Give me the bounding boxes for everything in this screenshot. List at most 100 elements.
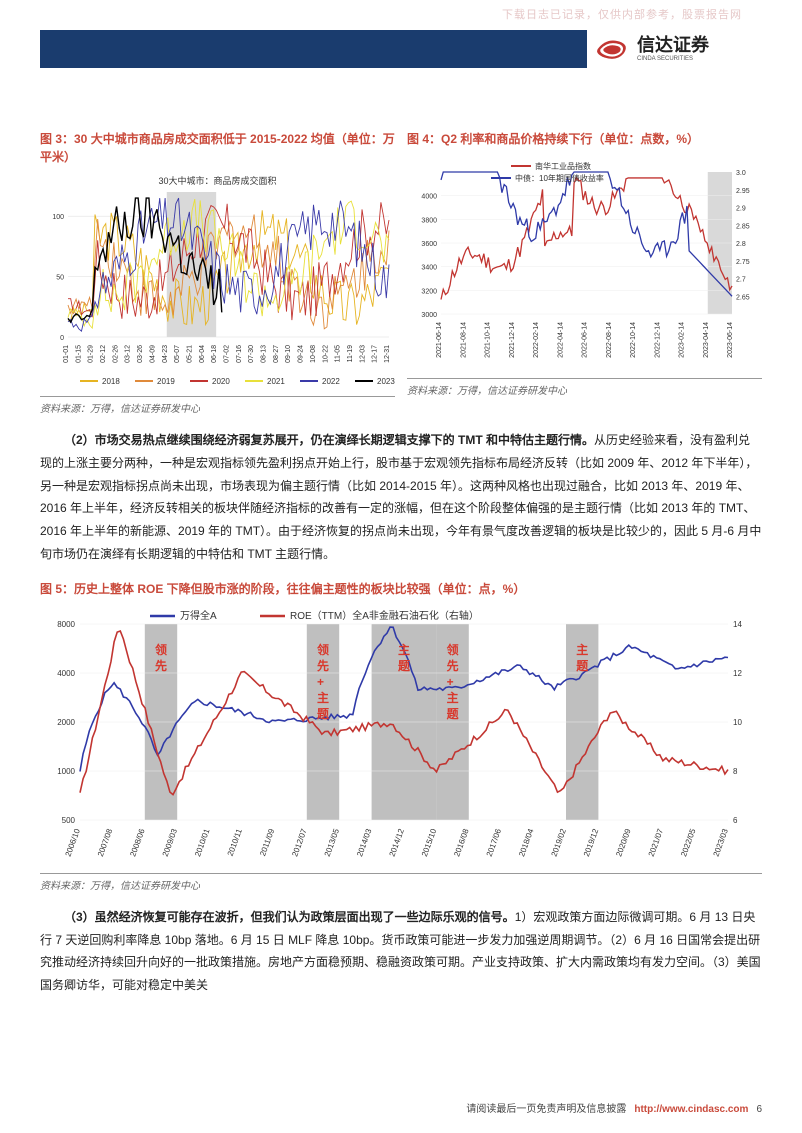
svg-text:2.65: 2.65 (736, 294, 750, 301)
svg-text:12-03: 12-03 (359, 345, 366, 363)
svg-text:10-08: 10-08 (310, 345, 317, 363)
brand-logo: 信达证券 CINDA SECURITIES (587, 30, 762, 68)
svg-text:2022-06-14: 2022-06-14 (582, 322, 589, 358)
chart-3: 图 3：30 大中城市商品房成交面积低于 2015-2022 均值（单位：万平米… (40, 130, 395, 415)
svg-text:01-15: 01-15 (75, 345, 82, 363)
svg-text:12: 12 (733, 669, 742, 678)
svg-text:02-12: 02-12 (100, 345, 107, 363)
svg-text:2022-12-14: 2022-12-14 (654, 322, 661, 358)
svg-text:先: 先 (155, 658, 167, 673)
watermark: 下载日志已记录，仅供内部参考，股票报告网 (502, 6, 742, 22)
chart-5-title: 图 5：历史上整体 ROE 下降但股市涨的阶段，往往偏主题性的板块比较强（单位：… (40, 580, 762, 598)
svg-text:题: 题 (398, 659, 411, 673)
svg-text:2018: 2018 (102, 377, 120, 386)
svg-text:2013/05: 2013/05 (323, 827, 342, 858)
svg-text:2023/03: 2023/03 (712, 827, 731, 858)
svg-text:2008/06: 2008/06 (128, 827, 147, 858)
svg-text:2023-04-14: 2023-04-14 (703, 322, 710, 358)
svg-text:08-27: 08-27 (273, 345, 280, 363)
svg-text:2.7: 2.7 (736, 277, 746, 284)
svg-text:2000: 2000 (57, 718, 75, 727)
svg-text:主: 主 (398, 642, 410, 657)
svg-text:2023-06-14: 2023-06-14 (727, 322, 734, 358)
svg-text:6: 6 (733, 816, 738, 825)
svg-text:03-12: 03-12 (125, 345, 132, 363)
header-bar: 信达证券 CINDA SECURITIES (40, 30, 762, 68)
svg-text:2021-10-14: 2021-10-14 (485, 322, 492, 358)
svg-text:2.95: 2.95 (736, 188, 750, 195)
brand-cn: 信达证券 (637, 36, 709, 54)
svg-text:2022/05: 2022/05 (679, 827, 698, 858)
chart-3-source: 资料来源：万得，信达证券研发中心 (40, 396, 395, 415)
svg-text:14: 14 (733, 620, 742, 629)
para-3-lead: （3）虽然经济恢复可能存在波折，但我们认为政策层面出现了一些边际乐观的信号。 (64, 910, 515, 924)
svg-text:2014/12: 2014/12 (388, 827, 407, 858)
footer-page: 6 (756, 1104, 762, 1115)
svg-text:2.85: 2.85 (736, 223, 750, 230)
svg-text:07-16: 07-16 (236, 345, 243, 363)
svg-text:3400: 3400 (421, 265, 437, 272)
swirl-icon (593, 34, 631, 64)
svg-text:2022: 2022 (322, 377, 340, 386)
svg-text:2021-12-14: 2021-12-14 (509, 322, 516, 358)
svg-text:05-21: 05-21 (186, 345, 193, 363)
svg-text:题: 题 (447, 707, 460, 721)
svg-text:06-04: 06-04 (199, 345, 206, 363)
svg-text:02-26: 02-26 (112, 345, 119, 363)
svg-text:2021-08-14: 2021-08-14 (460, 322, 467, 358)
svg-text:01-29: 01-29 (88, 345, 95, 363)
svg-text:先: 先 (447, 658, 459, 673)
svg-text:2022-08-14: 2022-08-14 (606, 322, 613, 358)
svg-text:2.75: 2.75 (736, 259, 750, 266)
svg-text:0: 0 (60, 335, 64, 342)
svg-text:12-31: 12-31 (384, 345, 391, 363)
svg-text:3600: 3600 (421, 241, 437, 248)
svg-text:10-22: 10-22 (322, 345, 329, 363)
para-2-body: 从历史经验来看，没有盈利兑现的上涨主要分两种，一种是宏观指标领先盈利拐点开始上行… (40, 433, 761, 561)
paragraph-2: （2）市场交易热点继续围绕经济弱复苏展开，仍在演绎长期逻辑支撑下的 TMT 和中… (40, 429, 762, 566)
svg-text:2012/07: 2012/07 (290, 827, 309, 858)
svg-text:2020/09: 2020/09 (614, 827, 633, 858)
paragraph-3: （3）虽然经济恢复可能存在波折，但我们认为政策层面出现了一些边际乐观的信号。1）… (40, 906, 762, 997)
svg-text:2011/09: 2011/09 (258, 827, 276, 857)
svg-text:2021/07: 2021/07 (647, 827, 666, 858)
svg-text:2017/06: 2017/06 (485, 827, 504, 858)
svg-text:主: 主 (447, 690, 459, 705)
chart-4-source: 资料来源：万得，信达证券研发中心 (407, 378, 762, 397)
brand-en: CINDA SECURITIES (637, 56, 709, 62)
svg-text:主: 主 (576, 642, 588, 657)
svg-text:2015/10: 2015/10 (420, 827, 439, 858)
footer-url: http://www.cindasc.com (634, 1104, 748, 1115)
svg-text:12-17: 12-17 (372, 345, 379, 363)
svg-text:500: 500 (62, 816, 76, 825)
svg-text:8: 8 (733, 767, 738, 776)
svg-text:04-09: 04-09 (149, 345, 156, 363)
footer: 请阅读最后一页免责声明及信息披露 http://www.cindasc.com … (40, 1100, 762, 1115)
svg-text:2021: 2021 (267, 377, 285, 386)
svg-text:ROE（TTM）全A非金融石油石化（右轴）: ROE（TTM）全A非金融石油石化（右轴） (290, 609, 479, 622)
svg-text:04-23: 04-23 (162, 345, 169, 363)
svg-text:2010/01: 2010/01 (193, 827, 212, 858)
svg-text:2019: 2019 (157, 377, 175, 386)
svg-text:领: 领 (155, 642, 167, 657)
chart-5-plot: 5001000200040008000681012142006/102007/0… (40, 604, 762, 864)
svg-text:万得全A: 万得全A (180, 609, 217, 622)
svg-text:100: 100 (52, 214, 64, 221)
svg-text:1000: 1000 (57, 767, 75, 776)
svg-text:07-02: 07-02 (224, 345, 231, 363)
svg-text:06-18: 06-18 (211, 345, 218, 363)
svg-text:01-01: 01-01 (63, 345, 70, 363)
svg-text:03-26: 03-26 (137, 345, 144, 363)
chart-4: 图 4：Q2 利率和商品价格持续下行（单位：点数，%） 300032003400… (407, 130, 762, 415)
svg-text:4000: 4000 (421, 194, 437, 201)
chart-4-plot: 3000320034003600380040002.652.72.752.82.… (407, 154, 762, 369)
para-2-lead: （2）市场交易热点继续围绕经济弱复苏展开，仍在演绎长期逻辑支撑下的 TMT 和中… (64, 433, 594, 447)
chart-3-title: 图 3：30 大中城市商品房成交面积低于 2015-2022 均值（单位：万平米… (40, 130, 395, 166)
svg-text:10: 10 (733, 718, 742, 727)
svg-text:中债：10年期国债收益率: 中债：10年期国债收益率 (515, 173, 604, 183)
svg-text:2018/04: 2018/04 (517, 827, 536, 858)
svg-text:题: 题 (317, 707, 330, 721)
svg-text:2014/03: 2014/03 (355, 827, 374, 858)
svg-text:2019/12: 2019/12 (582, 827, 601, 858)
svg-text:主: 主 (317, 690, 329, 705)
